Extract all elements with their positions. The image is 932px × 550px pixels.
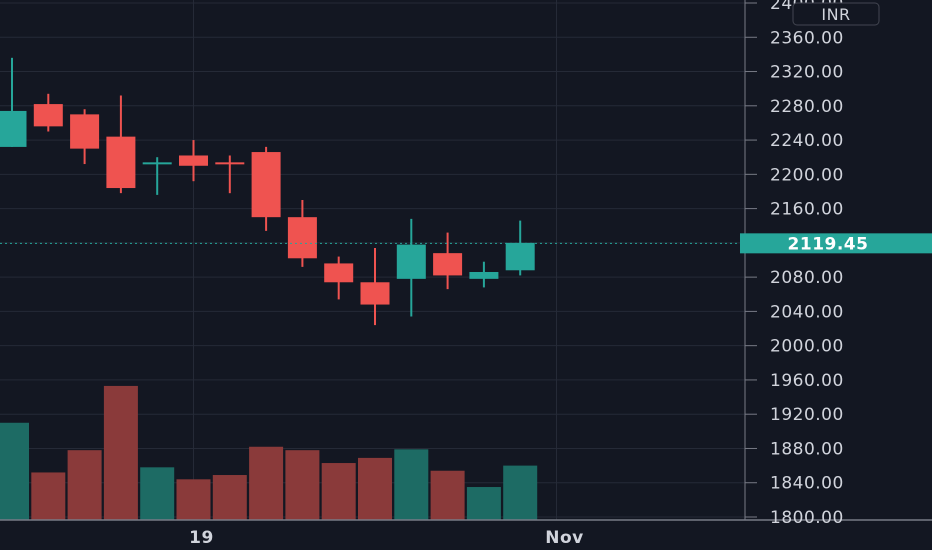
price-tick-label: 1800.00	[770, 508, 844, 528]
price-tick-label: 2160.00	[770, 200, 844, 220]
time-tick-label: 19	[189, 528, 214, 548]
volume-bar	[212, 475, 247, 520]
price-tick-label: 1960.00	[770, 371, 844, 391]
candle-body	[215, 162, 245, 165]
price-tick-label: 2000.00	[770, 337, 844, 357]
candle-body	[324, 263, 354, 283]
time-axis[interactable]: 19 Nov	[189, 528, 584, 548]
candle[interactable]	[251, 146, 281, 231]
price-tick-label: 1920.00	[770, 405, 844, 425]
price-axis[interactable]: 2400.002360.002320.002280.002240.002200.…	[745, 0, 844, 528]
volume-bar	[394, 449, 429, 520]
currency-badge-box	[792, 2, 880, 26]
price-tick-label: 2240.00	[770, 131, 844, 151]
candle[interactable]	[505, 220, 535, 276]
candle[interactable]	[106, 95, 136, 194]
volume-bar	[67, 450, 102, 520]
volume-bar	[31, 472, 66, 520]
price-tick-label: 2080.00	[770, 268, 844, 288]
last-price-badge: 2119.45	[740, 233, 932, 254]
candle[interactable]	[360, 248, 390, 326]
price-tick-label: 1880.00	[770, 439, 844, 459]
volume-bar	[103, 385, 138, 520]
candle-body	[505, 242, 535, 271]
volume-bar	[140, 467, 175, 520]
candle[interactable]	[324, 256, 354, 300]
candle-body	[0, 110, 27, 147]
price-tick-label: 2320.00	[770, 63, 844, 83]
candle[interactable]	[215, 155, 245, 194]
volume-bar	[285, 450, 320, 520]
volume-bar	[0, 422, 29, 520]
candle-body	[33, 104, 63, 127]
candles	[0, 57, 535, 326]
candle-body	[70, 114, 100, 149]
candle-body	[469, 271, 499, 279]
candle[interactable]	[469, 261, 499, 288]
candle[interactable]	[287, 200, 317, 267]
volume-bar	[430, 470, 465, 520]
currency-label: INR	[821, 5, 850, 24]
candle-body	[106, 136, 136, 189]
candle-body	[179, 155, 208, 166]
candle-body	[287, 217, 317, 259]
candle-body	[433, 253, 463, 276]
volume-bar	[358, 457, 392, 520]
price-tick-label: 2360.00	[770, 28, 844, 48]
candle[interactable]	[70, 109, 100, 165]
price-tick-label: 2280.00	[770, 97, 844, 117]
volume-bars	[0, 385, 538, 520]
candle[interactable]	[396, 218, 426, 317]
candle-body	[251, 152, 281, 218]
volume-bar	[466, 487, 501, 520]
time-tick-label: Nov	[545, 528, 584, 548]
volume-bar	[249, 446, 284, 520]
candle[interactable]	[433, 232, 463, 290]
candle[interactable]	[142, 157, 172, 195]
candle[interactable]	[0, 57, 27, 147]
currency-badge[interactable]: INR	[792, 2, 880, 26]
price-tick-label: 2200.00	[770, 165, 844, 185]
candle[interactable]	[33, 93, 63, 132]
last-price-box	[740, 233, 932, 254]
candle-body	[396, 244, 426, 279]
candle[interactable]	[179, 140, 208, 182]
candle-body	[360, 282, 390, 305]
last-price-label: 2119.45	[788, 234, 869, 254]
volume-bar	[176, 479, 211, 520]
price-tick-label: 1840.00	[770, 474, 844, 494]
volume-bar	[503, 465, 538, 520]
volume-bar	[321, 463, 356, 520]
price-tick-label: 2040.00	[770, 302, 844, 322]
candle-body	[142, 162, 172, 165]
